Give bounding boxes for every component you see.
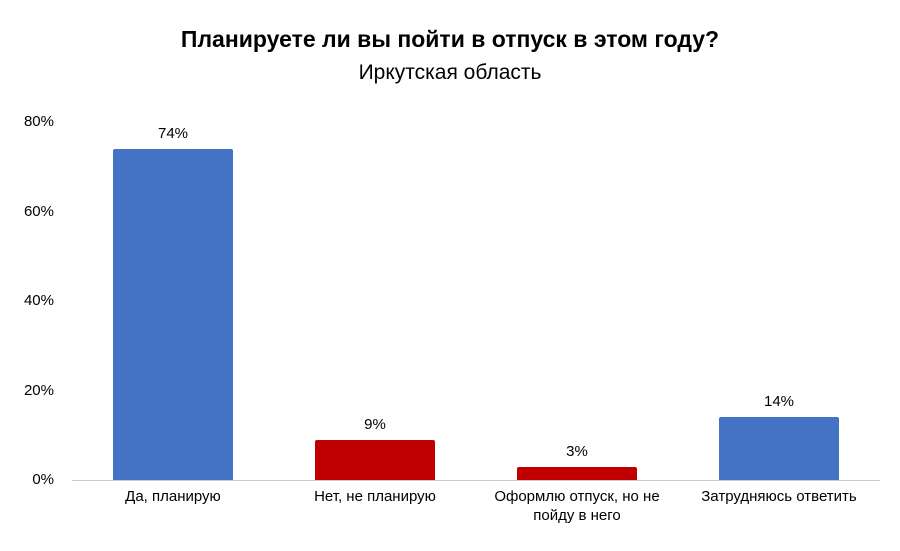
bar-group: 14% bbox=[678, 122, 880, 480]
bar-group: 74% bbox=[72, 122, 274, 480]
y-axis: 0% 20% 40% 60% 80% bbox=[0, 0, 58, 551]
y-tick-label: 60% bbox=[23, 202, 54, 220]
x-axis-category-label: Оформлю отпуск, но не пойду в него bbox=[494, 488, 660, 524]
plot-area: 74% 9% 3% 14% bbox=[72, 122, 880, 481]
x-axis-category-label: Да, планирую bbox=[125, 488, 221, 505]
chart-subtitle: Иркутская область bbox=[358, 61, 542, 84]
bar bbox=[113, 148, 233, 480]
x-axis-category-label: Нет, не планирую bbox=[314, 488, 436, 505]
bar bbox=[719, 417, 839, 480]
bar-value-label: 3% bbox=[566, 442, 588, 460]
bar-group: 3% bbox=[476, 122, 678, 480]
x-axis-labels: Да, планирую Нет, не планирую Оформлю отпу… bbox=[72, 487, 880, 525]
y-tick-label: 80% bbox=[23, 113, 54, 130]
bar-group: 9% bbox=[274, 122, 476, 480]
x-axis-category-label: Затрудняюсь ответить bbox=[701, 488, 857, 505]
y-tick-label: 40% bbox=[23, 292, 54, 309]
bar-value-label: 9% bbox=[364, 415, 386, 433]
bar-value-label: 74% bbox=[157, 124, 189, 142]
chart-title: Планируете ли вы пойти в отпуск в этом г… bbox=[180, 26, 720, 52]
bar-value-label: 14% bbox=[763, 393, 795, 411]
bar bbox=[315, 439, 435, 480]
bar bbox=[517, 466, 637, 480]
y-tick-label: 0% bbox=[32, 471, 54, 488]
y-tick-label: 20% bbox=[23, 381, 54, 399]
